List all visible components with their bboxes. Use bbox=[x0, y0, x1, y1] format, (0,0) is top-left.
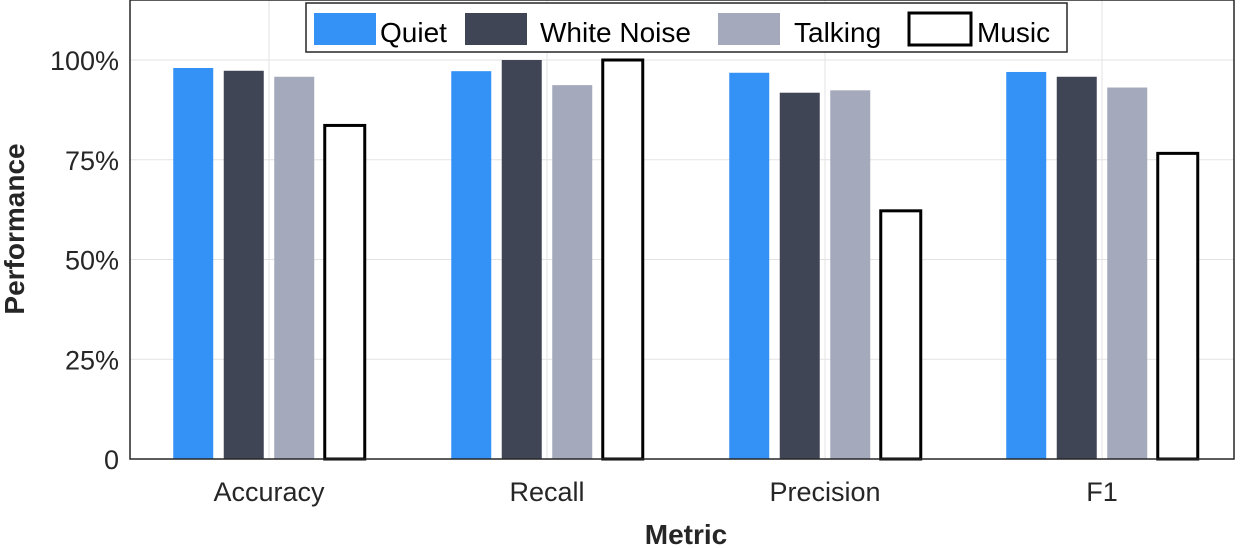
bar-music-precision bbox=[879, 209, 923, 461]
bar-talking-f1 bbox=[1107, 87, 1148, 459]
x-tick-labels: Accuracy Recall Precision F1 bbox=[213, 477, 1117, 507]
bar-quiet-recall bbox=[451, 71, 492, 459]
bar-quiet-f1 bbox=[1006, 71, 1047, 459]
bar-white-noise-precision bbox=[779, 92, 820, 459]
legend-label-white-noise: White Noise bbox=[540, 17, 691, 48]
legend: Quiet White Noise Talking Music bbox=[305, 2, 1068, 53]
legend-swatch-music bbox=[907, 11, 973, 47]
bar-white-noise-accuracy bbox=[223, 70, 264, 459]
bar-music-accuracy bbox=[323, 123, 367, 461]
bar-music-recall bbox=[601, 58, 645, 461]
legend-label-talking: Talking bbox=[794, 17, 881, 48]
plot-frame bbox=[129, 0, 1235, 460]
y-tick-label: 0 bbox=[104, 445, 119, 475]
bar-white-noise-recall bbox=[501, 60, 542, 459]
bar-quiet-accuracy bbox=[173, 67, 214, 459]
x-tick-label: Precision bbox=[769, 477, 880, 507]
bar-white-noise-f1 bbox=[1056, 76, 1097, 460]
legend-swatch-quiet bbox=[314, 13, 376, 45]
y-tick-labels: 0 25% 50% 75% 100% bbox=[50, 46, 119, 475]
x-tick-label: Recall bbox=[509, 477, 584, 507]
bar-talking-precision bbox=[830, 90, 871, 459]
bar-music-f1 bbox=[1156, 151, 1200, 461]
y-tick-label: 100% bbox=[50, 46, 119, 76]
y-tick-label: 50% bbox=[65, 246, 119, 276]
x-tick-label: F1 bbox=[1086, 477, 1118, 507]
bar-quiet-precision bbox=[729, 72, 770, 459]
x-axis-title: Metric bbox=[645, 519, 727, 548]
x-tick-label: Accuracy bbox=[213, 477, 325, 507]
bars bbox=[173, 58, 1200, 461]
legend-label-music: Music bbox=[977, 17, 1050, 48]
bar-talking-accuracy bbox=[274, 76, 315, 460]
legend-swatch-white-noise bbox=[465, 13, 527, 45]
legend-label-quiet: Quiet bbox=[380, 17, 447, 48]
legend-swatch-talking bbox=[718, 13, 780, 45]
y-tick-label: 75% bbox=[65, 146, 119, 176]
y-tick-label: 25% bbox=[65, 345, 119, 375]
y-axis-title: Performance bbox=[0, 143, 30, 314]
bar-talking-recall bbox=[552, 85, 593, 460]
